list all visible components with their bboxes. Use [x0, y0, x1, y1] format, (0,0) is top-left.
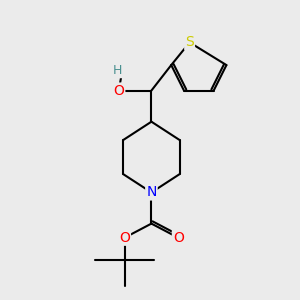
Text: S: S [185, 35, 194, 50]
Text: O: O [113, 84, 124, 98]
Text: H: H [113, 64, 122, 77]
Text: N: N [146, 185, 157, 200]
Text: O: O [119, 231, 130, 245]
Text: O: O [173, 231, 184, 245]
